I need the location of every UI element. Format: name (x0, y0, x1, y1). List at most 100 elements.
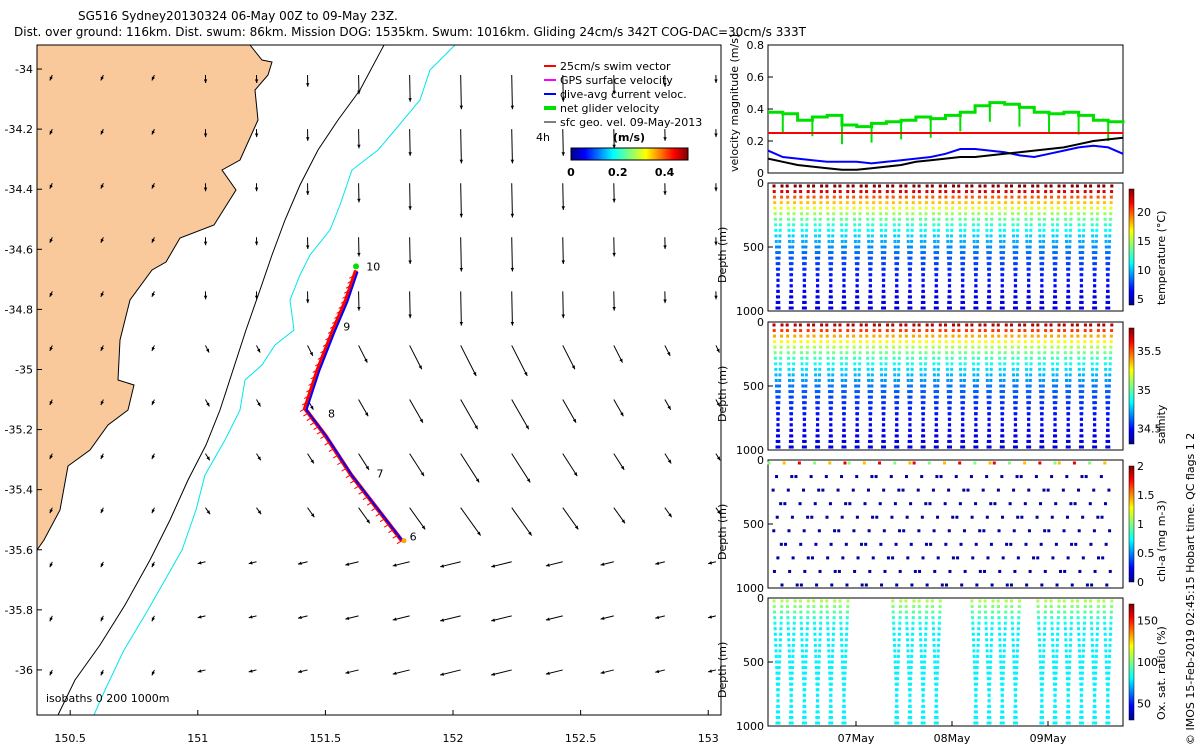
profile-sample (786, 206, 790, 210)
profile-sample (1041, 666, 1045, 670)
profile-sample (839, 356, 843, 360)
profile-sample (899, 599, 903, 603)
profile-sample (924, 345, 928, 349)
profile-sample (868, 278, 872, 282)
profile-sample (917, 323, 921, 327)
profile-sample (789, 417, 793, 421)
profile-sample (780, 184, 784, 188)
profile-sample (1052, 384, 1056, 388)
profile-sample (818, 234, 822, 238)
profile-sample (1040, 273, 1044, 277)
profile-sample (790, 256, 794, 260)
profile-sample (1053, 428, 1057, 432)
profile-sample (898, 351, 902, 355)
profile-sample (1041, 384, 1045, 388)
profile-sample (924, 638, 928, 642)
profile-sample (966, 488, 970, 492)
profile-sample (832, 616, 836, 620)
profile-sample (1054, 682, 1058, 686)
colorbar-tick-label: 0 (567, 166, 575, 179)
profile-sample (932, 362, 936, 366)
profile-sample (843, 406, 847, 410)
profile-sample (1038, 234, 1042, 238)
profile-sample (829, 423, 833, 427)
profile-sample (854, 300, 858, 304)
profile-sample (801, 306, 805, 310)
profile-sample (1080, 721, 1084, 725)
profile-sample (1040, 417, 1044, 421)
profile-sample (990, 356, 994, 360)
profile-sample (986, 671, 990, 675)
profile-sample (991, 195, 995, 199)
profile-sample (865, 206, 869, 210)
profile-sample (867, 378, 871, 382)
profile-sample (851, 488, 855, 492)
vector-arrowhead (364, 358, 368, 363)
profile-sample (778, 638, 782, 642)
profile-sample (790, 395, 794, 399)
profile-sample (869, 306, 873, 310)
vector-arrowhead (620, 465, 625, 470)
profile-sample (970, 605, 974, 609)
profile-sample (1011, 632, 1015, 636)
profile-sample (893, 643, 897, 647)
profile-sample (1039, 666, 1043, 670)
profile-sample (938, 195, 942, 199)
swim-tick (309, 421, 316, 426)
profile-sample (1090, 351, 1094, 355)
profile-sample (1012, 306, 1016, 310)
profile-sample (871, 556, 875, 560)
profile-sample (1095, 351, 1099, 355)
profile-sample (1109, 334, 1113, 338)
profile-sample (1093, 715, 1097, 719)
profile-sample (1104, 643, 1108, 647)
vector-arrow (460, 237, 462, 272)
profile-sample (988, 721, 992, 725)
profile-sample (936, 556, 940, 560)
profile-sample (997, 621, 1001, 625)
profile-sample (855, 428, 859, 432)
profile-sample (925, 610, 929, 614)
profile-sample (1037, 621, 1041, 625)
profile-sample (1105, 583, 1109, 587)
profile-sample (951, 345, 955, 349)
profile-sample (906, 643, 910, 647)
profile-sample (973, 256, 977, 260)
profile-sample (829, 284, 833, 288)
profile-sample (1103, 217, 1107, 221)
vector-arrowhead (100, 184, 104, 189)
profile-sample (983, 184, 987, 188)
profile-sample (889, 475, 893, 479)
profile-sample (838, 323, 842, 327)
profile-sample (1011, 356, 1015, 360)
profile-sample (1075, 184, 1079, 188)
profile-sample (931, 195, 935, 199)
profile-sample (1080, 306, 1084, 310)
profile-sample (1002, 239, 1006, 243)
profile-sample (1030, 212, 1034, 216)
vector-arrowhead (667, 351, 671, 356)
profile-sample (978, 329, 982, 333)
profile-sample (805, 228, 809, 232)
profile-sample (858, 223, 862, 227)
profile-sample (907, 295, 911, 299)
profile-sample (1066, 693, 1070, 697)
profile-sample (776, 289, 780, 293)
profile-sample (884, 362, 888, 366)
profile-sample (1000, 417, 1004, 421)
profile-sample (1094, 445, 1098, 449)
profile-sample (948, 406, 952, 410)
profile-sample (986, 660, 990, 664)
profile-sample (1078, 569, 1082, 573)
profile-sample (1044, 323, 1048, 327)
profile-sample (865, 201, 869, 205)
profile-sample (818, 212, 822, 216)
profile-sample (831, 643, 835, 647)
profile-sample (813, 212, 817, 216)
profile-sample (1036, 323, 1040, 327)
profile-sample (1026, 300, 1030, 304)
profile-sample (777, 721, 781, 725)
profile-sample (1074, 542, 1078, 546)
profile-sample (1067, 395, 1071, 399)
profile-sample (841, 390, 845, 394)
